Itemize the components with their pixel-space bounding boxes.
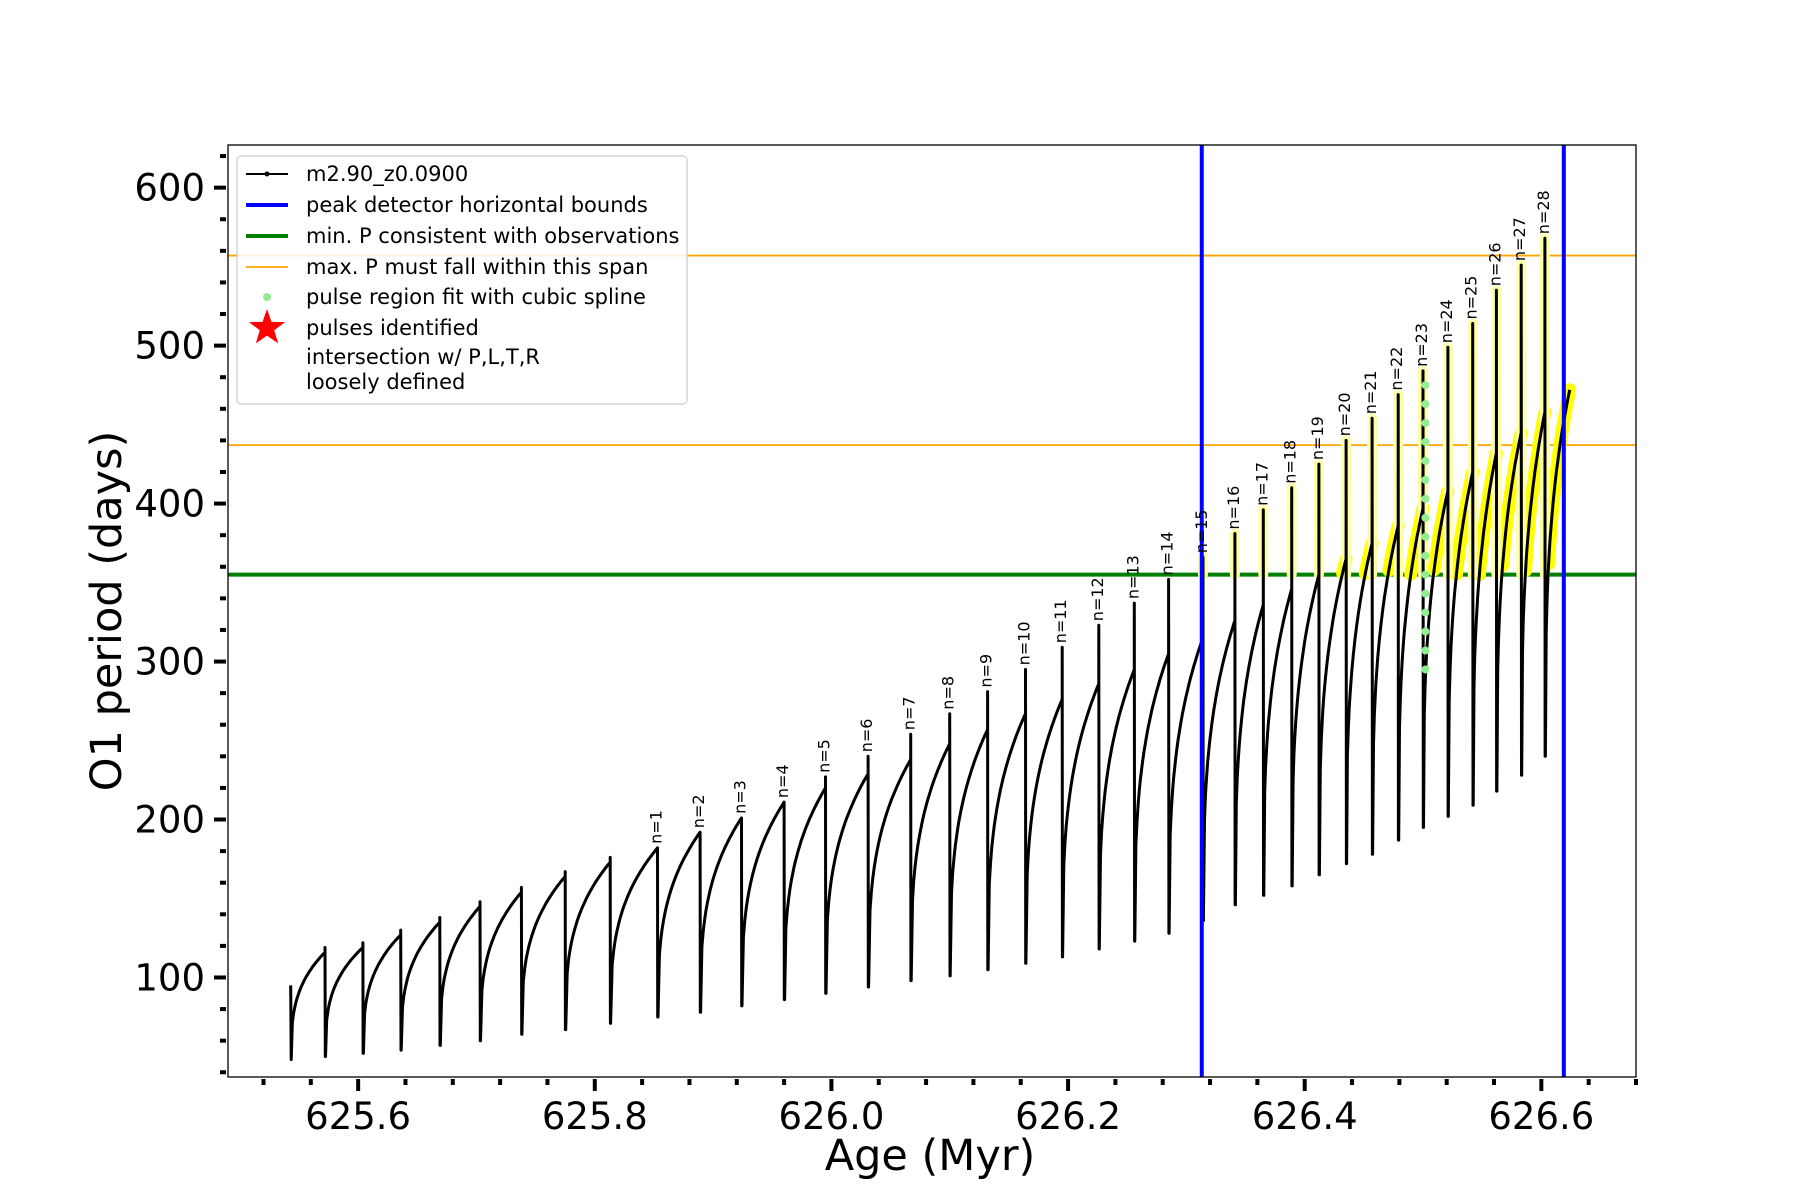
spline-fit-points xyxy=(1421,381,1430,674)
period-track xyxy=(289,236,1572,1062)
pulse-label: n=17 xyxy=(1252,462,1271,506)
pulse-label: n=20 xyxy=(1335,392,1354,436)
y-tick-label: 400 xyxy=(134,483,205,526)
y-axis-title: O1 period (days) xyxy=(82,431,132,792)
pulse-label: n=4 xyxy=(773,764,792,798)
pulse-label: n=12 xyxy=(1088,577,1107,621)
pulse-labels: n=1 n=2 n=3 n=4 n=5 n=6 n=7 n=8 n=9 n=10 n=11 n=12 n… xyxy=(647,190,1553,844)
pulse-label: n=24 xyxy=(1437,299,1456,343)
pulse-label: n=19 xyxy=(1308,416,1327,460)
legend-label: pulse region fit with cubic spline xyxy=(306,285,646,309)
legend-label: intersection w/ P,L,T,R xyxy=(306,345,540,369)
pulse-label: n=15 xyxy=(1192,509,1211,553)
spline-point xyxy=(1421,589,1430,598)
pulse-label: n=11 xyxy=(1051,599,1070,643)
pulse-label: n=16 xyxy=(1224,486,1243,530)
pulse-label: n=2 xyxy=(689,794,708,828)
spline-point xyxy=(1421,475,1430,484)
legend-label: min. P consistent with observations xyxy=(306,224,679,248)
legend-swatch-spline xyxy=(263,293,271,301)
spline-point xyxy=(1421,646,1430,655)
spline-point xyxy=(1421,551,1430,560)
plot-frame xyxy=(227,144,1637,1078)
pulse-label: n=3 xyxy=(731,780,750,814)
spline-point xyxy=(1421,665,1430,674)
pulse-label: n=7 xyxy=(900,696,919,730)
x-axis: 625.6 625.8 626.0 626.2 626.4 626.6 xyxy=(261,1079,1638,1138)
legend-label: pulses identified xyxy=(306,316,479,340)
spline-point xyxy=(1421,419,1430,428)
pulse-label: n=18 xyxy=(1281,440,1300,484)
x-tick-label: 626.4 xyxy=(1252,1095,1358,1138)
pulse-label: n=23 xyxy=(1412,323,1431,367)
legend-swatch-marker xyxy=(264,171,270,177)
legend-star-icon xyxy=(248,309,286,344)
spline-point xyxy=(1421,456,1430,465)
spline-point xyxy=(1421,513,1430,522)
y-tick-label: 600 xyxy=(134,167,205,210)
pulse-label: n=14 xyxy=(1158,531,1177,575)
legend-label: loosely defined xyxy=(306,370,465,394)
pulse-label: n=22 xyxy=(1387,347,1406,391)
spline-point xyxy=(1421,400,1430,409)
pulse-label: n=5 xyxy=(815,739,834,773)
y-axis: 100 200 300 400 500 600 xyxy=(134,154,226,1075)
legend-label: max. P must fall within this span xyxy=(306,255,648,279)
pulse-label: n=26 xyxy=(1485,242,1504,286)
pulse-label: n=8 xyxy=(939,676,958,710)
legend-label: peak detector horizontal bounds xyxy=(306,193,648,217)
x-tick-label: 625.8 xyxy=(542,1095,648,1138)
spline-point xyxy=(1421,570,1430,579)
pulse-label: n=9 xyxy=(977,654,996,688)
spline-point xyxy=(1421,608,1430,617)
pulse-label: n=1 xyxy=(647,810,666,844)
legend-box xyxy=(236,155,688,405)
pulse-label: n=21 xyxy=(1361,370,1380,414)
y-tick-label: 300 xyxy=(134,641,205,684)
pulse-label: n=10 xyxy=(1015,621,1034,665)
spline-point xyxy=(1421,381,1430,390)
y-tick-label: 500 xyxy=(134,325,205,368)
spline-point xyxy=(1421,532,1430,541)
legend-label: m2.90_z0.0900 xyxy=(306,162,468,187)
x-tick-label: 626.2 xyxy=(1015,1095,1121,1138)
x-tick-label: 626.0 xyxy=(778,1095,884,1138)
y-tick-label: 100 xyxy=(134,956,205,999)
period-track-line xyxy=(289,236,1572,1062)
spline-point xyxy=(1421,627,1430,636)
x-tick-label: 625.6 xyxy=(305,1095,411,1138)
spline-point xyxy=(1421,437,1430,446)
bound-lines xyxy=(1199,145,1566,1077)
spline-point xyxy=(1421,494,1430,503)
pulse-label: n=25 xyxy=(1462,276,1481,320)
pulse-label: n=27 xyxy=(1510,217,1529,261)
pulse-label: n=13 xyxy=(1123,555,1142,599)
pulse-label: n=6 xyxy=(857,719,876,753)
x-axis-title: Age (Myr) xyxy=(825,1131,1036,1181)
y-tick-label: 200 xyxy=(134,799,205,842)
pulse-label: n=28 xyxy=(1534,190,1553,234)
x-tick-label: 626.6 xyxy=(1488,1095,1594,1138)
